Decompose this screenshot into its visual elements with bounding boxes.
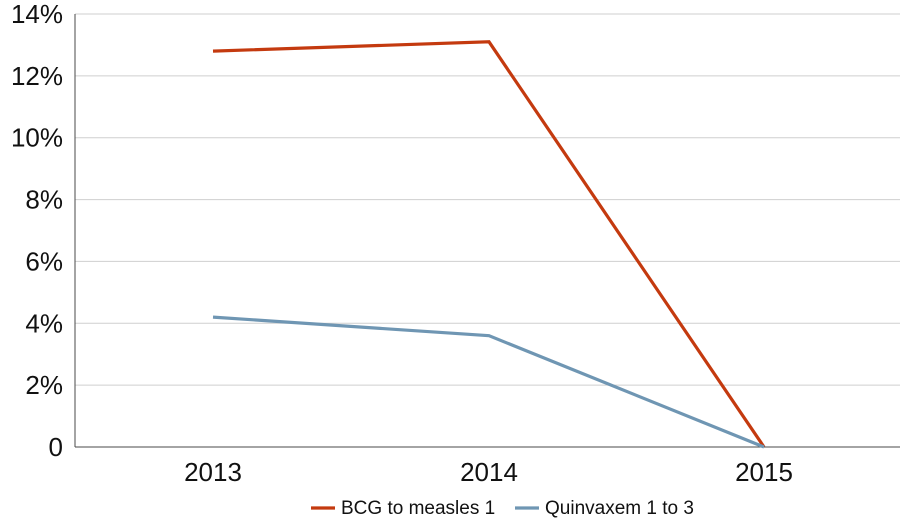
y-tick-label: 10% <box>11 123 63 153</box>
x-tick-label: 2015 <box>735 457 793 487</box>
gridlines <box>75 13 900 386</box>
y-tick-label: 12% <box>11 61 63 91</box>
series-line-1 <box>212 40 766 448</box>
y-tick-labels: 0 2% 4% 6% 8% 10% 12% 14% <box>11 0 63 462</box>
x-tick-label: 2014 <box>460 457 518 487</box>
y-tick-label: 14% <box>11 0 63 29</box>
x-tick-label: 2013 <box>184 457 242 487</box>
y-tick-label: 8% <box>25 185 63 215</box>
series-line-2 <box>212 315 765 449</box>
series-lines <box>212 40 766 449</box>
y-tick-label: 2% <box>25 370 63 400</box>
y-tick-label: 6% <box>25 246 63 276</box>
y-tick-label: 4% <box>25 308 63 338</box>
x-tick-labels: 2013 2014 2015 <box>184 457 793 487</box>
legend-label: Quinvaxem 1 to 3 <box>545 498 694 519</box>
legend: BCG to measles 1 Quinvaxem 1 to 3 <box>311 498 694 519</box>
axes <box>74 14 900 448</box>
y-tick-label: 0 <box>49 432 63 462</box>
legend-label: BCG to measles 1 <box>341 498 495 519</box>
